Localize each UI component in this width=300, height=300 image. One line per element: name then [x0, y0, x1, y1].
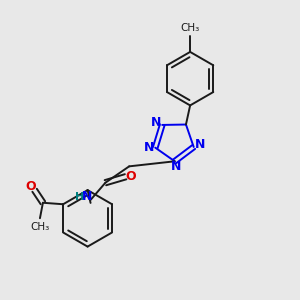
- Text: N: N: [144, 141, 154, 154]
- Text: N: N: [171, 160, 181, 173]
- Text: CH₃: CH₃: [30, 222, 50, 233]
- Text: N: N: [151, 116, 161, 129]
- Text: O: O: [126, 170, 136, 183]
- Text: CH₃: CH₃: [181, 23, 200, 33]
- Text: H: H: [75, 192, 84, 202]
- Text: N: N: [194, 138, 205, 151]
- Text: N: N: [82, 190, 92, 203]
- Text: O: O: [26, 180, 36, 193]
